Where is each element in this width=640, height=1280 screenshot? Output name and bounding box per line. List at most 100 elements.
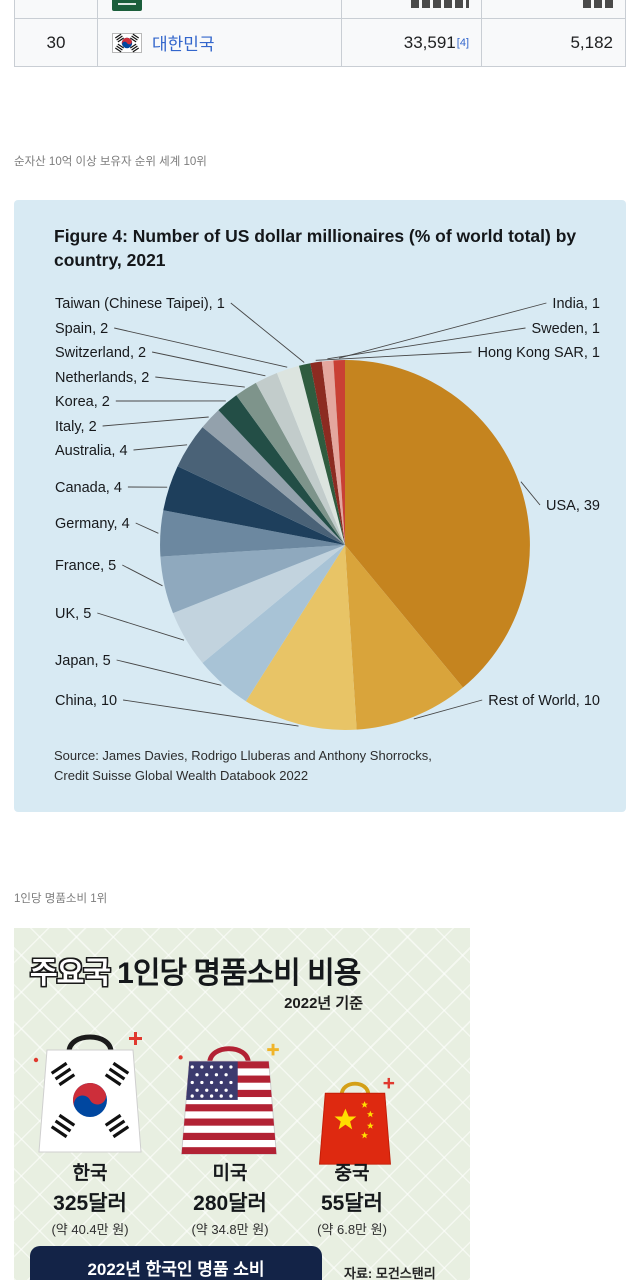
country-name: 한국 (72, 1163, 108, 1184)
infographic-footer-box: 2022년 한국인 명품 소비 (30, 1246, 322, 1280)
leader-line-japan (116, 659, 222, 686)
pie-label-australia: Australia, 4 (55, 443, 128, 459)
luxury-item-usa: 미국 280달러 (약 34.8만 원) (172, 1158, 288, 1238)
rank-value: 30 (46, 32, 66, 52)
rank-cell: 30 (14, 19, 98, 67)
pie-label-netherlands: Netherlands, 2 (55, 370, 149, 386)
pie-slice-spain (276, 365, 345, 545)
pie-label-usa: USA, 39 (546, 498, 600, 514)
country-name: 미국 (212, 1163, 248, 1184)
sparkle-icon (383, 1077, 395, 1089)
pie-slice-hong-kong-sar (310, 361, 345, 545)
korea-flag-shopping-bag-icon (33, 1032, 142, 1153)
rank-cell-partial (14, 0, 98, 19)
leader-line-india (338, 302, 547, 359)
clipped-text-fragment (411, 0, 469, 8)
millionaires-pie-chart: USA, 39 Rest of World, 10 China, 10 Japan, … (55, 296, 600, 730)
leader-line-rest-of-world (413, 699, 483, 720)
pie-slice-taiwan-chinese-taipei (299, 363, 345, 545)
pie-slice-uk (173, 545, 345, 663)
figure-source-line1: Source: James Davies, Rodrigo Lluberas a… (54, 748, 432, 763)
pie-slice-canada (163, 466, 345, 545)
leader-line-germany (135, 522, 159, 534)
sparkle-icon (267, 1043, 279, 1056)
luxury-item-korea: 한국 325달러 (약 40.4만 원) (30, 1158, 150, 1238)
price-usd: 280달러 (193, 1192, 267, 1215)
pie-label-china: China, 10 (55, 693, 117, 709)
leader-line-taiwan-chinese-taipei (230, 302, 305, 363)
pie-label-sweden: Sweden, 1 (531, 321, 600, 337)
pie-label-korea: Korea, 2 (55, 394, 110, 410)
taegeuk-icon (73, 1083, 107, 1117)
figure-panel: USA, 39 Rest of World, 10 China, 10 Japan, … (14, 200, 626, 812)
pie-slice-korea (218, 395, 345, 545)
pie-label-uk: UK, 5 (55, 606, 91, 622)
country-name: 중국 (334, 1163, 370, 1184)
value-cell-partial (342, 0, 482, 19)
luxury-item-china: 중국 55달러 (약 6.8만 원) (302, 1158, 402, 1238)
table-row-partial (14, 0, 626, 19)
pie-slice-sweden (321, 360, 345, 545)
infographic-title-rest: 1인당 명품소비 비용 (117, 957, 361, 990)
leader-line-china (123, 699, 299, 727)
infographic-source: 자료: 모건스탠리 (344, 1266, 436, 1280)
pie-slice-india (333, 360, 345, 545)
pie-label-spain: Spain, 2 (55, 321, 108, 337)
table-row-korea: 30 대한민국 33,591 [4] 5,182 (14, 19, 626, 67)
net-worth-value: 33,591 (403, 32, 456, 52)
pie-label-rest-of-world: Rest of World, 10 (488, 693, 600, 709)
net-worth-cell: 33,591 [4] (342, 19, 482, 67)
leader-line-switzerland (152, 351, 266, 377)
pie-label-germany: Germany, 4 (55, 516, 130, 532)
caption-net-worth-rank: 순자산 10억 이상 보유자 순위 세계 10위 (14, 156, 207, 168)
pie-label-switzerland: Switzerland, 2 (55, 345, 146, 361)
usa-flag-shopping-bag-icon (178, 1043, 279, 1155)
adults-value: 5,182 (570, 32, 613, 52)
infographic-subtitle: 2022년 기준 (284, 995, 363, 1012)
pie-slice-australia (177, 427, 345, 545)
pie-slice-netherlands (236, 382, 345, 545)
value-cell-partial (482, 0, 626, 19)
sparkle-icon (33, 1032, 142, 1063)
pie-slice-china (245, 545, 357, 730)
leader-line-italy (102, 416, 209, 427)
pie-label-france: France, 5 (55, 558, 116, 574)
cropped-flag (112, 0, 142, 11)
country-cell-partial (98, 0, 342, 19)
pie-label-canada: Canada, 4 (55, 480, 122, 496)
pie-label-japan: Japan, 5 (55, 653, 111, 669)
infographic-title-highlight: 주요국 (30, 957, 111, 990)
price-krw: (약 34.8만 원) (191, 1222, 269, 1237)
pie-label-taiwan-chinese-taipei: Taiwan (Chinese Taipei), 1 (55, 296, 225, 312)
pie-slice-france (160, 545, 345, 614)
wealth-table: 30 대한민국 33,591 [4] 5,182 (14, 0, 626, 67)
leader-line-netherlands (155, 376, 245, 388)
country-cell: 대한민국 (98, 19, 342, 67)
leader-line-usa (520, 481, 541, 506)
leader-line-hong-kong-sar (315, 351, 472, 361)
pie-slice-italy (202, 410, 345, 545)
leader-line-uk (97, 612, 185, 641)
leader-line-france (122, 564, 163, 587)
pie-label-hong-kong-sar: Hong Kong SAR, 1 (477, 345, 600, 361)
sparkle-icon (178, 1055, 183, 1060)
pie-slice-japan (202, 545, 345, 702)
adults-cell: 5,182 (482, 19, 626, 67)
price-usd: 55달러 (321, 1192, 383, 1215)
leader-line-sweden (327, 327, 526, 360)
price-krw: (약 40.4만 원) (51, 1222, 129, 1237)
price-krw: (약 6.8만 원) (317, 1222, 387, 1237)
figure-source-line2: Credit Suisse Global Wealth Databook 202… (54, 767, 309, 783)
pie-label-italy: Italy, 2 (55, 419, 97, 435)
pie-slice-rest-of-world (345, 545, 463, 730)
clipped-text-fragment (583, 0, 613, 8)
luxury-infographic: 주요국 1인당 명품소비 비용 2022년 기준 (14, 928, 470, 1280)
pie-slice-germany (160, 510, 345, 557)
caption-luxury-rank: 1인당 명품소비 1위 (14, 893, 108, 905)
south-korea-flag-icon (112, 32, 142, 53)
pie-label-india: India, 1 (552, 296, 600, 312)
figure-title: Figure 4: Number of US dollar millionair… (54, 226, 577, 271)
leader-line-australia (133, 444, 188, 451)
figure-source: Source: James Davies, Rodrigo Lluberas a… (54, 746, 432, 785)
country-link[interactable]: 대한민국 (152, 35, 215, 54)
